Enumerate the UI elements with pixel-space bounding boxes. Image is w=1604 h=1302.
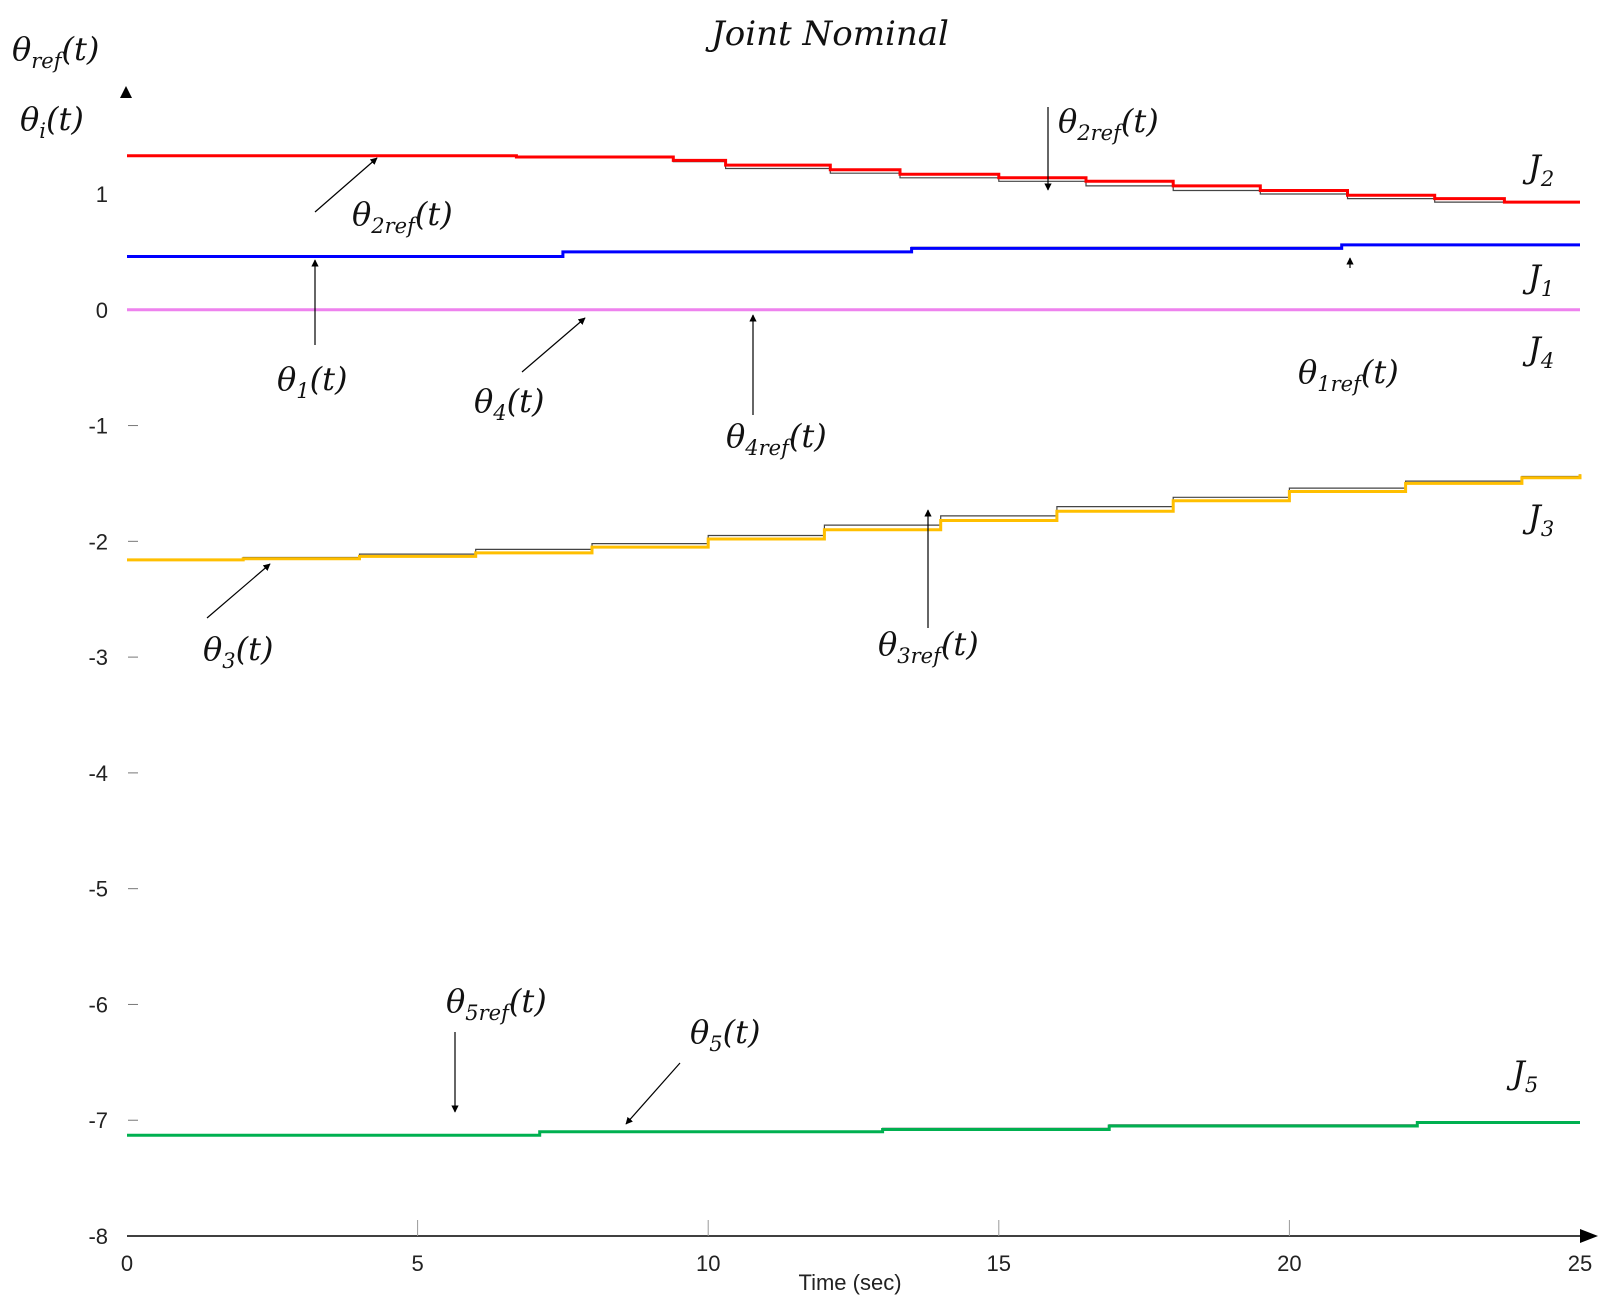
x-tick-label: 25	[1568, 1251, 1592, 1276]
y-tick-label: -7	[88, 1108, 108, 1133]
arrow-theta5	[625, 1062, 681, 1125]
ref-line-j5	[127, 1121, 1580, 1136]
x-tick-label: 15	[987, 1251, 1011, 1276]
label-theta5: θ5(t)	[690, 1013, 760, 1056]
arrow-theta2ref-left	[314, 157, 378, 213]
arrow-theta3	[206, 563, 271, 619]
x-tick-label: 10	[696, 1251, 720, 1276]
y-axis-label-top: θref(t)	[12, 30, 99, 73]
label-theta4: θ4(t)	[474, 382, 544, 425]
x-tick-label: 20	[1277, 1251, 1301, 1276]
ref-line-j3	[127, 474, 1581, 561]
x-tick-label: 5	[411, 1251, 423, 1276]
y-axis-label-bottom: θi(t)	[20, 100, 84, 143]
label-theta5ref: θ5ref(t)	[446, 982, 547, 1025]
x-axis: 0 5 10 15 20 25	[121, 1220, 1598, 1276]
joint-line-j1	[127, 243, 1580, 258]
joint-label-j1: J1	[1522, 258, 1554, 301]
joint-label-j5: J5	[1506, 1054, 1538, 1097]
y-axis-ticks: 1 0 -1 -2 -3 -4 -5 -6 -7 -8	[88, 182, 138, 1249]
label-theta1ref: θ1ref(t)	[1298, 353, 1399, 396]
annotation-arrows	[206, 107, 1354, 1125]
x-axis-arrow	[1580, 1229, 1598, 1243]
x-axis-title: Time (sec)	[798, 1270, 901, 1295]
label-theta3: θ3(t)	[203, 630, 273, 673]
y-tick-label: 0	[96, 298, 108, 323]
label-theta2ref-right: θ2ref(t)	[1058, 102, 1159, 145]
y-tick-label: -5	[88, 877, 108, 902]
y-tick-label: -4	[88, 761, 108, 786]
y-axis-arrow	[120, 86, 132, 98]
label-theta2ref-left: θ2ref(t)	[352, 195, 453, 238]
y-tick-label: -2	[88, 529, 108, 554]
y-tick-label: -6	[88, 992, 108, 1017]
x-tick-label: 0	[121, 1251, 133, 1276]
label-theta1: θ1(t)	[277, 360, 347, 403]
joint-label-j2: J2	[1522, 148, 1554, 191]
reference-lines	[127, 155, 1581, 1136]
y-tick-label: 1	[96, 182, 108, 207]
joint-line-j3	[127, 474, 1582, 562]
y-tick-label: -1	[88, 414, 108, 439]
label-theta4ref: θ4ref(t)	[726, 417, 827, 460]
joint-line-j5	[127, 1121, 1580, 1137]
joint-label-j3: J3	[1522, 498, 1554, 541]
chart-title: Joint Nominal	[705, 14, 949, 54]
y-tick-label: -8	[88, 1224, 108, 1249]
joint-lines	[127, 154, 1582, 1137]
joint-label-j4: J4	[1522, 330, 1554, 373]
y-tick-label: -3	[88, 645, 108, 670]
arrow-theta4	[521, 317, 586, 373]
joint-line-j2	[127, 154, 1580, 204]
label-theta3ref: θ3ref(t)	[878, 625, 979, 668]
